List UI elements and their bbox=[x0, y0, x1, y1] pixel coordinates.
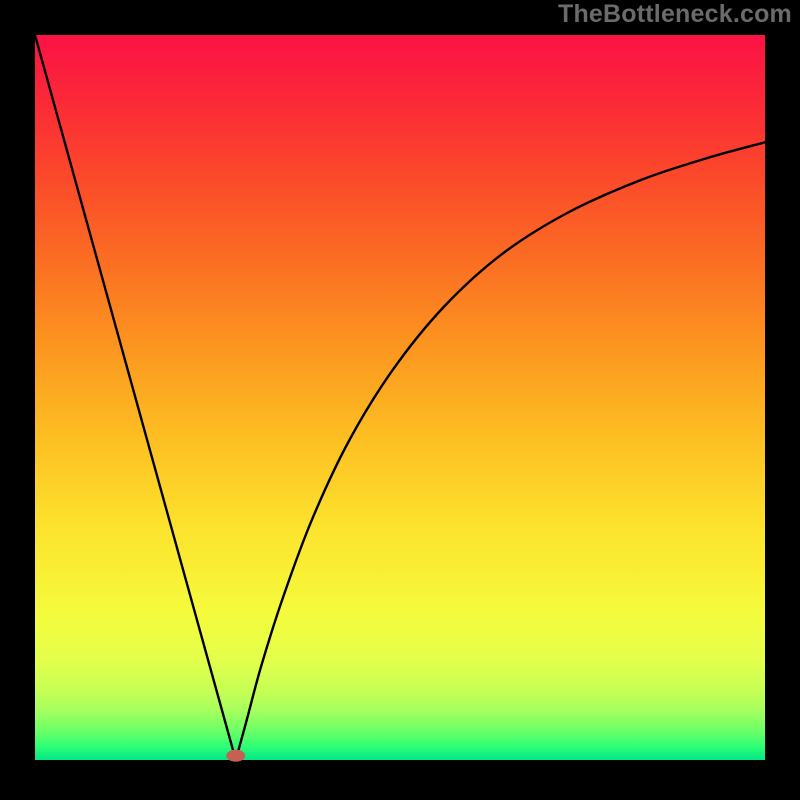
watermark-text: TheBottleneck.com bbox=[558, 0, 792, 29]
bottleneck-chart-svg bbox=[0, 0, 800, 800]
optimal-point-marker bbox=[227, 750, 245, 761]
plot-background bbox=[35, 35, 765, 760]
chart-container: TheBottleneck.com bbox=[0, 0, 800, 800]
